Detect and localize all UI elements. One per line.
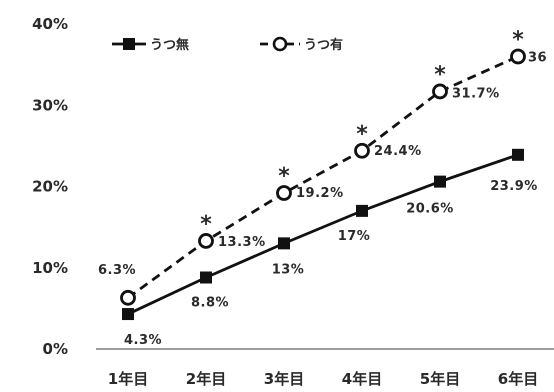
square-marker	[434, 175, 446, 188]
significance-star: *	[278, 164, 290, 189]
series-line-with-depression	[127, 55, 519, 299]
y-tick-label: 0%	[43, 340, 68, 358]
data-label: 31.7%	[452, 86, 500, 101]
data-label: 23.9%	[490, 179, 538, 194]
legend-circle-marker	[272, 36, 288, 52]
y-tick-label: 10%	[32, 259, 68, 277]
y-tick-label: 40%	[32, 15, 68, 33]
circle-marker	[120, 289, 136, 306]
legend-label-with-depression: うつ有	[304, 37, 343, 53]
significance-star: *	[356, 122, 368, 147]
x-tick-label: 4年目	[342, 370, 382, 388]
significance-star: *	[200, 212, 212, 237]
legend-label-without-depression: うつ無	[150, 37, 189, 53]
series-group	[120, 48, 526, 321]
data-label: 24.4%	[374, 144, 422, 159]
circle-marker	[354, 142, 370, 159]
significance-star: *	[434, 62, 446, 87]
significance-stars: * * * * *	[200, 28, 524, 237]
data-label: 13%	[272, 262, 305, 277]
circle-marker	[510, 48, 526, 65]
circle-marker	[432, 83, 448, 100]
data-label: 36	[528, 51, 547, 66]
x-axis-ticks: 1年目 2年目 3年目 4年目 5年目 6年目	[108, 370, 538, 388]
square-marker	[122, 308, 134, 321]
data-label: 6.3%	[98, 263, 136, 278]
data-label: 13.3%	[218, 235, 266, 250]
x-tick-label: 5年目	[420, 370, 460, 388]
legend: うつ無 うつ有	[112, 36, 343, 53]
square-marker	[200, 271, 212, 284]
series-line-without-depression	[127, 153, 519, 316]
y-tick-label: 30%	[32, 96, 68, 114]
data-label: 19.2%	[296, 186, 344, 201]
square-marker	[512, 148, 524, 161]
legend-square-marker	[123, 38, 135, 50]
circle-marker	[276, 185, 292, 201]
data-label: 17%	[338, 229, 371, 244]
x-tick-label: 3年目	[264, 370, 304, 388]
x-tick-label: 6年目	[498, 370, 538, 388]
x-tick-label: 2年目	[186, 370, 226, 388]
y-axis-ticks: 0% 10% 20% 30% 40%	[32, 15, 68, 358]
square-marker	[356, 204, 368, 217]
y-tick-label: 20%	[32, 178, 68, 196]
data-labels: 4.3% 8.8% 13% 17% 20.6% 23.9% 6.3% 13.3% 19.2% 24…	[98, 51, 547, 349]
significance-star: *	[512, 28, 524, 53]
square-marker	[278, 237, 290, 250]
data-label: 20.6%	[406, 202, 454, 217]
circle-marker	[198, 233, 214, 249]
x-tick-label: 1年目	[108, 370, 148, 388]
data-label: 8.8%	[191, 296, 229, 311]
data-label: 4.3%	[124, 333, 162, 348]
